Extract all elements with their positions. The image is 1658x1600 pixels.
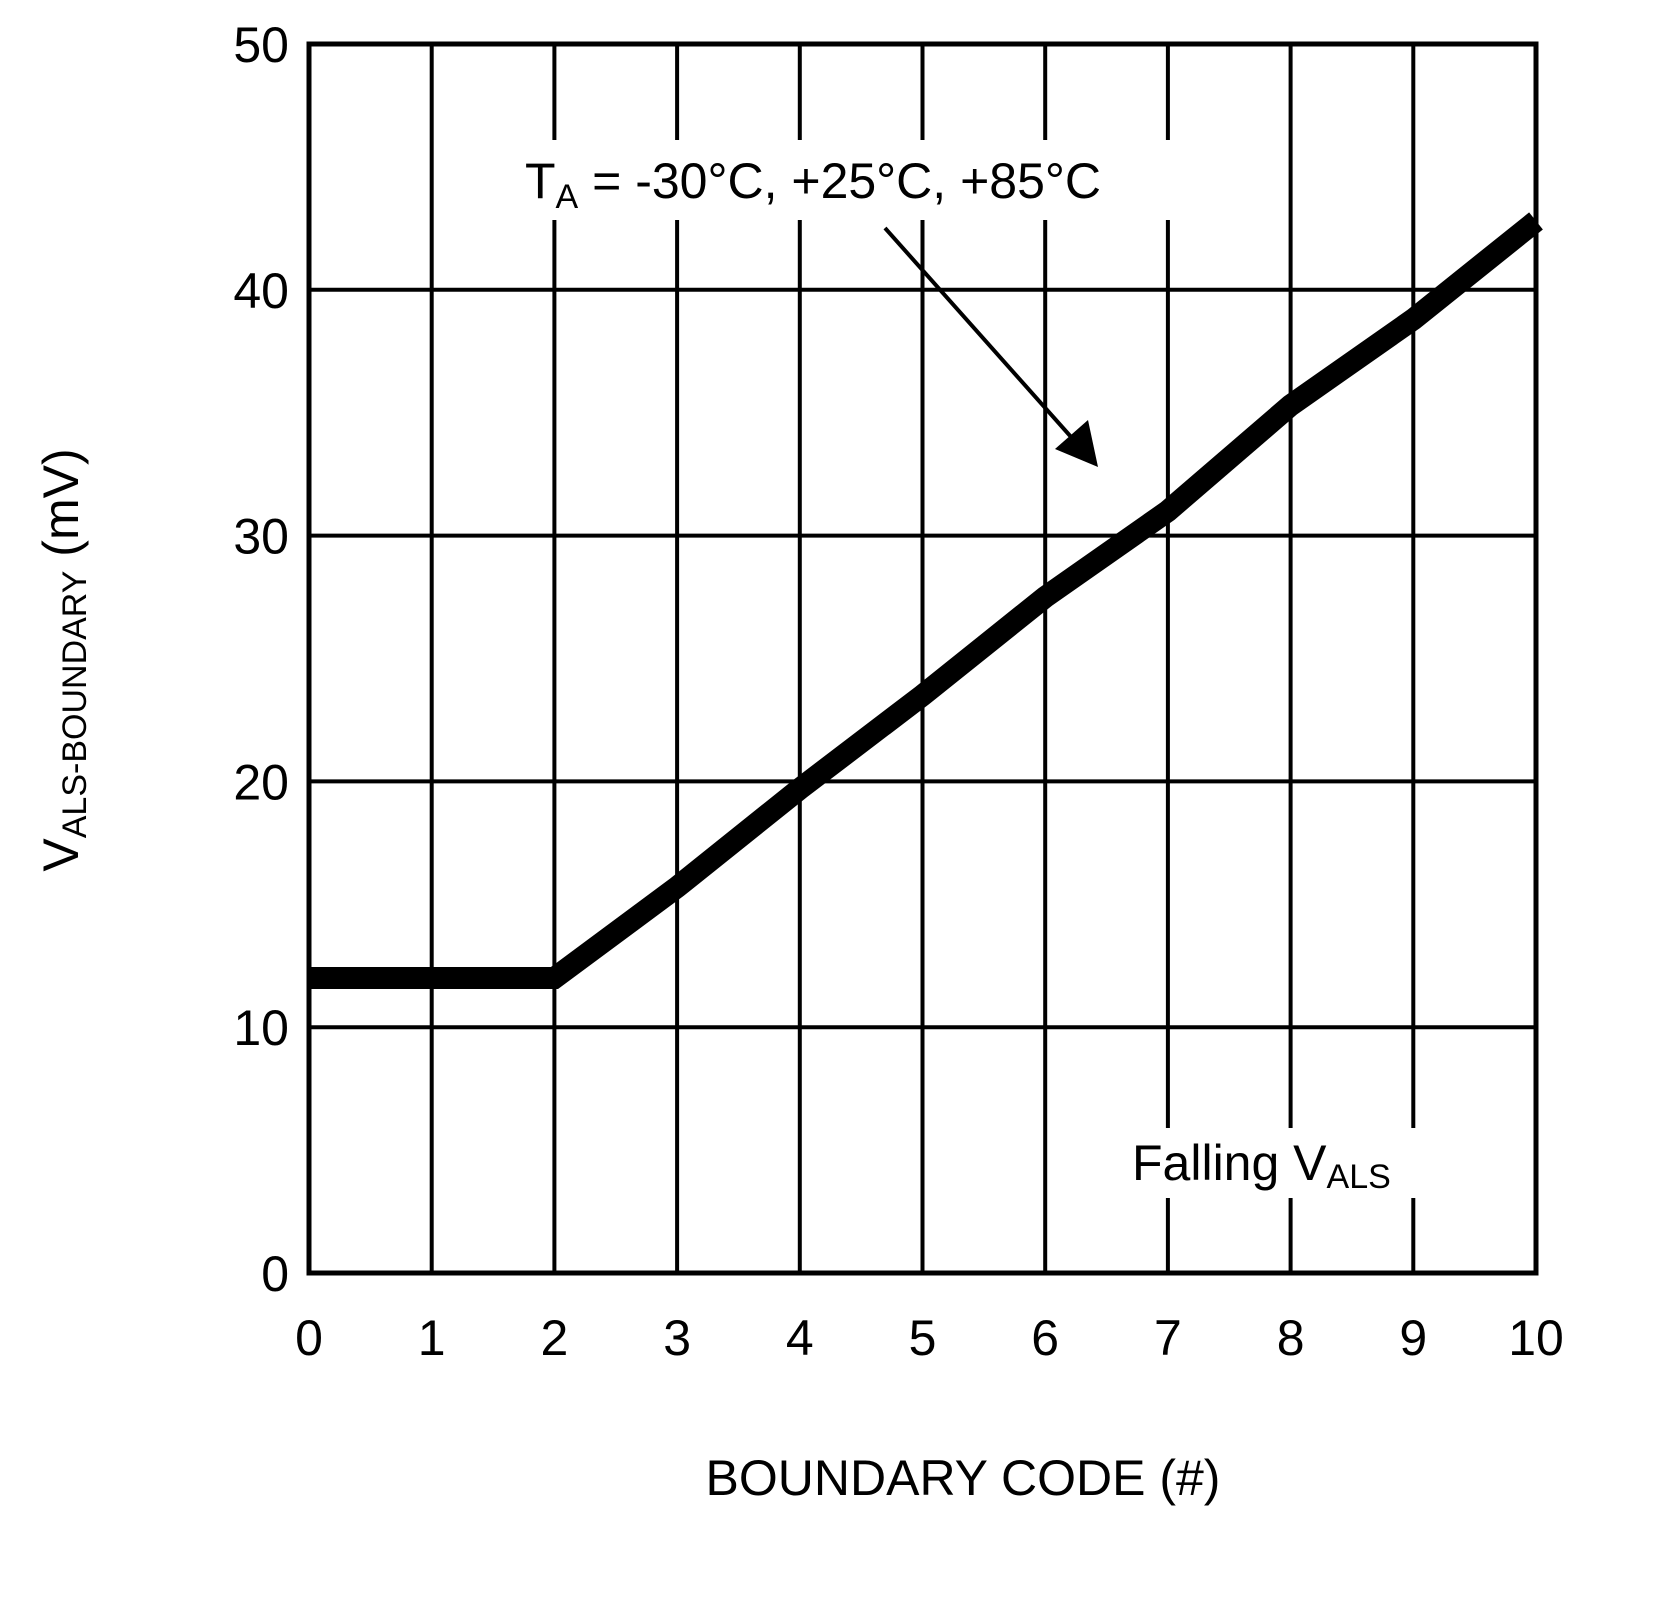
arrow-icon — [883, 226, 1098, 467]
x-tick-label: 4 — [786, 1310, 814, 1366]
y-axis-label: VALS-BOUNDARY (mV) — [33, 448, 94, 871]
y-axis-ticks: 0 10 20 30 40 50 — [233, 17, 289, 1302]
x-tick-label: 10 — [1508, 1310, 1564, 1366]
x-axis-ticks: 0 1 2 3 4 5 6 7 8 9 10 — [295, 1310, 1564, 1366]
annotation-background — [1128, 1128, 1458, 1198]
x-axis-label: BOUNDARY CODE (#) — [706, 1450, 1221, 1506]
annotation-background — [515, 140, 1255, 220]
x-tick-label: 2 — [540, 1310, 568, 1366]
grid-lines — [307, 42, 1538, 1275]
y-tick-label: 40 — [233, 263, 289, 319]
x-tick-label: 8 — [1277, 1310, 1305, 1366]
y-tick-label: 10 — [233, 1000, 289, 1056]
x-tick-label: 0 — [295, 1310, 323, 1366]
x-tick-label: 7 — [1154, 1310, 1182, 1366]
x-tick-label: 3 — [663, 1310, 691, 1366]
temperature-annotation: TA = -30°C, +25°C, +85°C — [525, 153, 1101, 216]
x-tick-label: 9 — [1399, 1310, 1427, 1366]
x-tick-label: 6 — [1031, 1310, 1059, 1366]
y-tick-label: 30 — [233, 509, 289, 565]
x-tick-label: 5 — [909, 1310, 937, 1366]
plot-frame — [306, 41, 1539, 1276]
y-tick-label: 50 — [233, 17, 289, 73]
y-tick-label: 20 — [233, 754, 289, 810]
y-tick-label: 0 — [261, 1246, 289, 1302]
falling-vals-annotation: Falling VALS — [1132, 1135, 1391, 1196]
data-line — [309, 212, 1543, 990]
x-tick-label: 1 — [418, 1310, 446, 1366]
